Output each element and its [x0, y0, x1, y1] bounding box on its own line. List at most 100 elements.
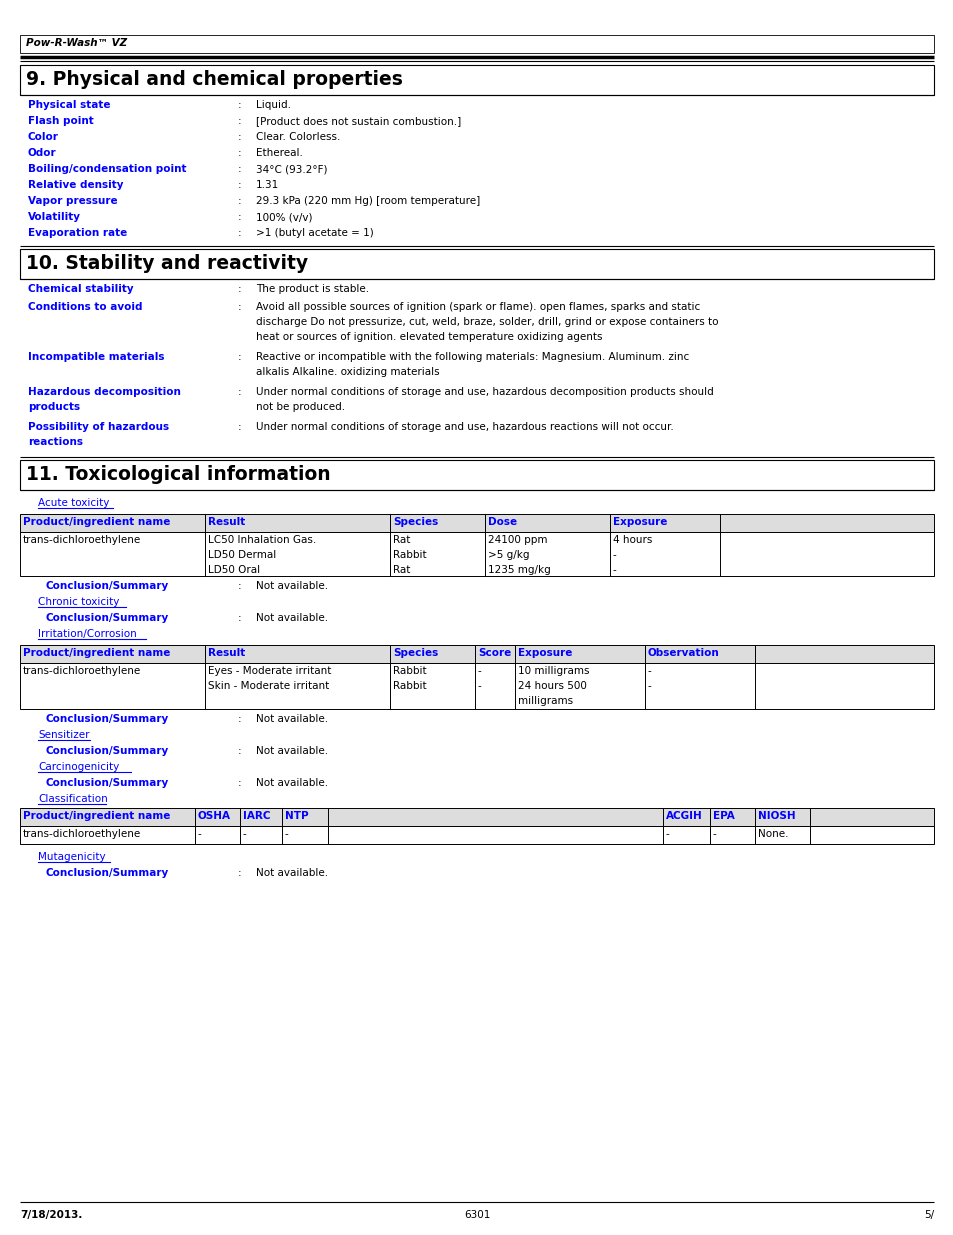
Text: 11. Toxicological information: 11. Toxicological information — [26, 466, 331, 484]
Text: heat or sources of ignition. elevated temperature oxidizing agents: heat or sources of ignition. elevated te… — [255, 332, 602, 342]
Bar — [20, 514, 933, 532]
Text: :: : — [237, 613, 241, 622]
Text: Conclusion/Summary: Conclusion/Summary — [46, 580, 169, 592]
Text: 4 hours: 4 hours — [613, 535, 652, 545]
Text: 5/: 5/ — [923, 1210, 933, 1220]
Text: IARC: IARC — [243, 811, 271, 821]
Text: 1.31: 1.31 — [255, 180, 279, 190]
Text: Liquid.: Liquid. — [255, 100, 291, 110]
Text: :: : — [237, 228, 241, 238]
Bar — [20, 65, 933, 95]
Bar — [20, 249, 933, 279]
Text: -: - — [665, 829, 669, 839]
Text: :: : — [237, 778, 241, 788]
Text: -: - — [243, 829, 247, 839]
Text: Reactive or incompatible with the following materials: Magnesium. Aluminum. zinc: Reactive or incompatible with the follow… — [255, 352, 688, 362]
Text: 1235 mg/kg: 1235 mg/kg — [488, 564, 550, 576]
Text: -: - — [477, 680, 481, 692]
Text: OSHA: OSHA — [198, 811, 231, 821]
Text: Eyes - Moderate irritant: Eyes - Moderate irritant — [208, 666, 331, 676]
Text: reactions: reactions — [28, 437, 83, 447]
Bar — [20, 35, 933, 53]
Text: Rat: Rat — [393, 535, 410, 545]
Text: Not available.: Not available. — [255, 580, 328, 592]
Text: Observation: Observation — [647, 648, 719, 658]
Text: Conclusion/Summary: Conclusion/Summary — [46, 778, 169, 788]
Bar — [20, 808, 933, 826]
Text: milligrams: milligrams — [517, 697, 573, 706]
Text: :: : — [237, 148, 241, 158]
Text: Rat: Rat — [393, 564, 410, 576]
Text: Possibility of hazardous: Possibility of hazardous — [28, 422, 169, 432]
Text: trans-dichloroethylene: trans-dichloroethylene — [23, 535, 141, 545]
Text: -: - — [285, 829, 289, 839]
Text: >1 (butyl acetate = 1): >1 (butyl acetate = 1) — [255, 228, 374, 238]
Text: Chronic toxicity: Chronic toxicity — [38, 597, 119, 606]
Text: -: - — [712, 829, 716, 839]
Text: 6301: 6301 — [463, 1210, 490, 1220]
Text: Exposure: Exposure — [613, 517, 667, 527]
Text: Score: Score — [477, 648, 511, 658]
Text: Irritation/Corrosion: Irritation/Corrosion — [38, 629, 136, 638]
Text: :: : — [237, 180, 241, 190]
Text: >5 g/kg: >5 g/kg — [488, 550, 529, 559]
Text: Not available.: Not available. — [255, 868, 328, 878]
Text: Evaporation rate: Evaporation rate — [28, 228, 127, 238]
Text: discharge Do not pressurize, cut, weld, braze, solder, drill, grind or expose co: discharge Do not pressurize, cut, weld, … — [255, 317, 718, 327]
Text: 100% (v/v): 100% (v/v) — [255, 212, 313, 222]
Text: Under normal conditions of storage and use, hazardous decomposition products sho: Under normal conditions of storage and u… — [255, 387, 713, 396]
Text: [Product does not sustain combustion.]: [Product does not sustain combustion.] — [255, 116, 460, 126]
Text: Product/ingredient name: Product/ingredient name — [23, 648, 171, 658]
Text: ACGIH: ACGIH — [665, 811, 702, 821]
Text: Not available.: Not available. — [255, 613, 328, 622]
Text: Carcinogenicity: Carcinogenicity — [38, 762, 119, 772]
Text: :: : — [237, 868, 241, 878]
Text: Odor: Odor — [28, 148, 56, 158]
Text: The product is stable.: The product is stable. — [255, 284, 369, 294]
Text: LC50 Inhalation Gas.: LC50 Inhalation Gas. — [208, 535, 315, 545]
Text: 34°C (93.2°F): 34°C (93.2°F) — [255, 164, 327, 174]
Text: Clear. Colorless.: Clear. Colorless. — [255, 132, 340, 142]
Text: Product/ingredient name: Product/ingredient name — [23, 811, 171, 821]
Text: LD50 Oral: LD50 Oral — [208, 564, 260, 576]
Text: Rabbit: Rabbit — [393, 680, 426, 692]
Text: Result: Result — [208, 517, 245, 527]
Text: not be produced.: not be produced. — [255, 403, 345, 412]
Text: Species: Species — [393, 648, 437, 658]
Text: Pow-R-Wash™ VZ: Pow-R-Wash™ VZ — [26, 38, 127, 48]
Text: trans-dichloroethylene: trans-dichloroethylene — [23, 666, 141, 676]
Text: EPA: EPA — [712, 811, 734, 821]
Text: Under normal conditions of storage and use, hazardous reactions will not occur.: Under normal conditions of storage and u… — [255, 422, 673, 432]
Text: :: : — [237, 212, 241, 222]
Text: Not available.: Not available. — [255, 746, 328, 756]
Text: -: - — [198, 829, 201, 839]
Text: :: : — [237, 422, 241, 432]
Text: :: : — [237, 284, 241, 294]
Text: -: - — [613, 564, 616, 576]
Text: 24 hours 500: 24 hours 500 — [517, 680, 586, 692]
Bar — [20, 459, 933, 490]
Text: Incompatible materials: Incompatible materials — [28, 352, 164, 362]
Text: Not available.: Not available. — [255, 714, 328, 724]
Text: 29.3 kPa (220 mm Hg) [room temperature]: 29.3 kPa (220 mm Hg) [room temperature] — [255, 196, 479, 206]
Text: Volatility: Volatility — [28, 212, 81, 222]
Text: Dose: Dose — [488, 517, 517, 527]
Bar — [20, 826, 933, 844]
Text: LD50 Dermal: LD50 Dermal — [208, 550, 276, 559]
Text: Skin - Moderate irritant: Skin - Moderate irritant — [208, 680, 329, 692]
Text: Not available.: Not available. — [255, 778, 328, 788]
Text: Species: Species — [393, 517, 437, 527]
Text: Classification: Classification — [38, 794, 108, 804]
Bar — [20, 532, 933, 576]
Text: :: : — [237, 196, 241, 206]
Text: Mutagenicity: Mutagenicity — [38, 852, 106, 862]
Text: Vapor pressure: Vapor pressure — [28, 196, 117, 206]
Text: Hazardous decomposition: Hazardous decomposition — [28, 387, 181, 396]
Text: :: : — [237, 132, 241, 142]
Text: :: : — [237, 303, 241, 312]
Text: alkalis Alkaline. oxidizing materials: alkalis Alkaline. oxidizing materials — [255, 367, 439, 377]
Text: Ethereal.: Ethereal. — [255, 148, 302, 158]
Text: :: : — [237, 387, 241, 396]
Text: -: - — [613, 550, 616, 559]
Text: Flash point: Flash point — [28, 116, 93, 126]
